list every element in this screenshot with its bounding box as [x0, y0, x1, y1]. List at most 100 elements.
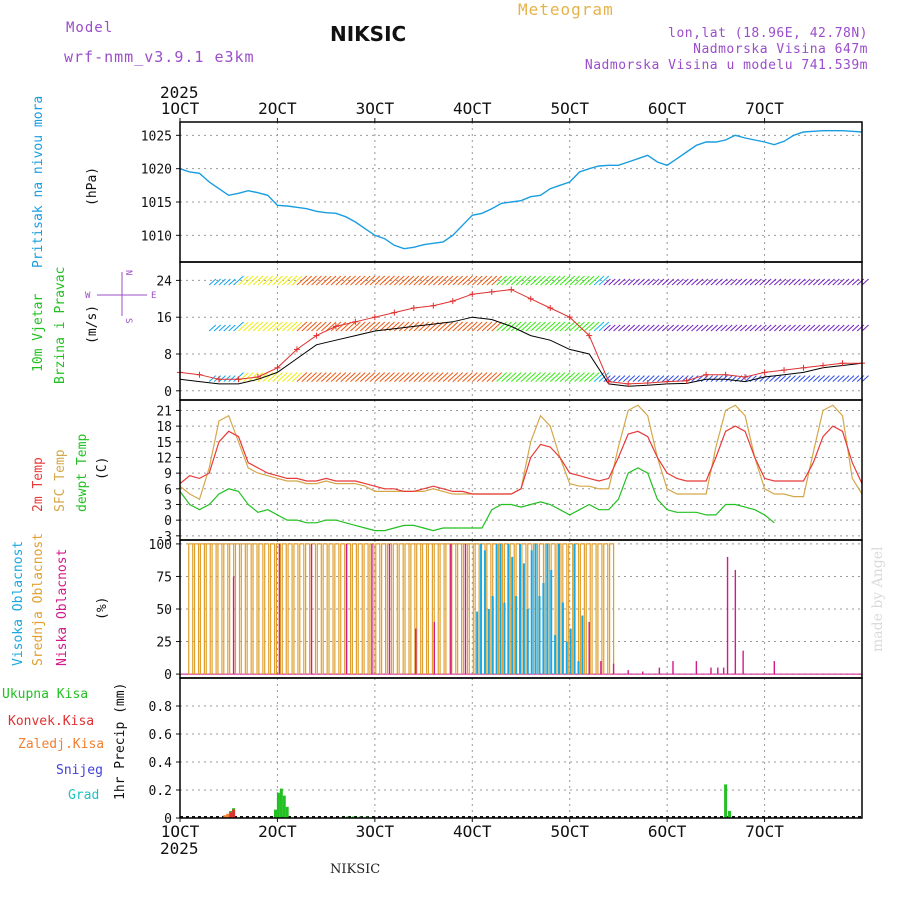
wind-barb — [618, 375, 626, 382]
x-tick-label-bottom: 1OCT — [161, 822, 200, 841]
wind-barb — [374, 275, 386, 286]
wind-barb — [330, 372, 342, 382]
wind-barb — [540, 275, 551, 286]
wind-barb — [355, 321, 366, 332]
wind-barb — [613, 324, 621, 332]
wind-barb — [515, 275, 527, 286]
cloud-mid-bar — [579, 543, 585, 675]
cloud-mid-bar — [597, 543, 603, 675]
cloud-mid-bar — [421, 543, 428, 675]
y-tick-label: 0.6 — [149, 728, 172, 743]
wind-barb — [720, 278, 728, 286]
wind-barb — [618, 278, 626, 286]
wind-barb — [325, 372, 337, 382]
wind-barb — [359, 275, 371, 286]
wind-barb — [501, 275, 512, 286]
wind-barb — [735, 324, 743, 332]
cloud-mid-bar — [316, 543, 322, 675]
wind-barb — [374, 372, 386, 382]
wind-barb — [530, 372, 541, 382]
wind-barb — [218, 324, 226, 332]
wind-barb — [345, 321, 356, 332]
cloud-mid-bar — [211, 543, 217, 675]
wind-barb — [213, 324, 222, 332]
wind-barb — [515, 372, 527, 382]
temp-ylabel: (C) — [95, 457, 110, 480]
wind-barb — [467, 372, 478, 382]
wind-barb — [715, 375, 723, 382]
wind-barb — [496, 275, 507, 286]
wind-barb — [759, 324, 767, 332]
cloud-mid-bar — [427, 543, 433, 675]
wind-barb — [710, 375, 718, 382]
wind-barb — [457, 275, 468, 286]
cloud-mid-label: Srednja Oblacnost — [31, 533, 46, 666]
x-tick-label-bottom: 4OCT — [453, 822, 492, 841]
wind-barb — [696, 278, 704, 286]
wind-barb — [379, 275, 390, 286]
wind-barb — [437, 372, 449, 382]
wind-barb — [671, 324, 679, 332]
wind-barb — [808, 278, 816, 286]
wind-barb — [398, 275, 410, 286]
wind-barb — [637, 324, 645, 332]
wind-barb — [861, 324, 869, 332]
wind-barb — [549, 321, 561, 332]
wind-barb — [661, 324, 670, 332]
cloud-mid-bar — [252, 543, 258, 675]
wind-barb — [384, 372, 395, 382]
wind-barb — [847, 278, 855, 286]
wind-barb — [281, 275, 293, 286]
y-tick-label: 0 — [164, 668, 172, 683]
wind-barb — [369, 321, 381, 332]
wind-barb — [252, 321, 264, 332]
wind-barb — [725, 278, 733, 286]
cloud-mid-bar — [603, 543, 609, 675]
wind-barb — [608, 324, 616, 332]
wind-barb — [501, 321, 512, 332]
wind-barb — [598, 275, 610, 286]
y-tick-label: 1025 — [141, 129, 172, 144]
cloud-mid-bar — [223, 543, 229, 675]
wind-barb — [481, 372, 493, 382]
cloud-mid-bar — [240, 543, 246, 675]
precip-ylabel: 1hr Precip (mm) — [113, 683, 128, 800]
wind-barb — [418, 275, 429, 286]
wind-barb — [554, 372, 566, 382]
wind-barb — [622, 278, 631, 286]
wind-barb — [208, 324, 217, 332]
wind-barb — [320, 372, 332, 382]
wind-barb — [364, 321, 376, 332]
wind-barb — [730, 278, 738, 286]
wind-barb — [442, 372, 454, 382]
wind-barb — [242, 372, 254, 382]
wind-dir-n: N — [123, 270, 133, 275]
wind-barb — [467, 275, 478, 286]
wind-barb — [788, 324, 796, 332]
wind-barb — [506, 372, 517, 382]
wind-barb — [642, 375, 650, 382]
wind-barb — [418, 321, 429, 332]
x-tick-label-top: 6OCT — [648, 99, 687, 118]
wind-barb — [442, 275, 454, 286]
wind-barb — [657, 324, 665, 332]
wind-barb — [223, 324, 231, 332]
wind-barb — [506, 275, 517, 286]
wind-barb — [564, 275, 576, 286]
wind-barb — [491, 321, 503, 332]
cloud-mid-bar — [246, 543, 252, 675]
wind-barb — [486, 321, 498, 332]
wind-barb — [462, 321, 473, 332]
wind-barb — [549, 275, 561, 286]
y-tick-label: 50 — [156, 603, 172, 618]
wind-barb — [496, 321, 507, 332]
panel-frame — [179, 677, 863, 819]
y-tick-label: 6 — [164, 483, 172, 498]
wind-barb — [413, 321, 425, 332]
wind-barb — [642, 324, 650, 332]
wind-barb — [793, 278, 801, 286]
lonlat-label: lon,lat (18.96E, 42.78N) — [668, 26, 868, 41]
wind-barb — [744, 324, 753, 332]
sfc-temp-line — [179, 404, 863, 501]
wind-barb — [788, 375, 796, 382]
